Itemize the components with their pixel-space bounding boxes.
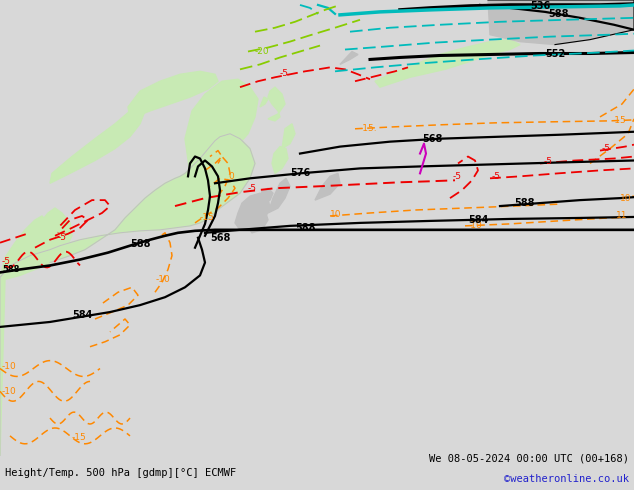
Text: Height/Temp. 500 hPa [gdmp][°C] ECMWF: Height/Temp. 500 hPa [gdmp][°C] ECMWF (5, 468, 236, 478)
Polygon shape (235, 193, 270, 230)
Polygon shape (260, 97, 268, 107)
Polygon shape (315, 173, 340, 200)
Text: 584: 584 (72, 310, 93, 320)
Text: 0: 0 (228, 172, 234, 181)
Polygon shape (268, 178, 290, 213)
Text: 576: 576 (290, 169, 310, 178)
Polygon shape (128, 72, 218, 119)
Text: 588: 588 (514, 198, 534, 208)
Text: -5: -5 (602, 144, 611, 153)
Text: 588: 588 (2, 265, 20, 274)
Text: -15.: -15. (360, 124, 378, 133)
Text: -10: -10 (156, 275, 171, 284)
Polygon shape (0, 216, 50, 277)
Polygon shape (340, 51, 358, 64)
Text: 552: 552 (545, 49, 566, 59)
Polygon shape (246, 206, 268, 233)
Polygon shape (272, 147, 288, 173)
Text: 568: 568 (210, 233, 230, 243)
Text: -5: -5 (453, 172, 462, 181)
Polygon shape (28, 208, 72, 270)
Text: -10: -10 (2, 387, 16, 396)
Text: -5: -5 (280, 69, 289, 78)
Text: 588: 588 (548, 9, 569, 19)
Text: -20: -20 (255, 47, 269, 56)
Polygon shape (260, 188, 273, 203)
Polygon shape (0, 134, 255, 456)
Text: -5: -5 (248, 184, 257, 193)
Text: 10: 10 (330, 211, 342, 220)
Text: We 08-05-2024 00:00 UTC (00+168): We 08-05-2024 00:00 UTC (00+168) (429, 453, 629, 463)
Text: -15: -15 (72, 433, 87, 442)
Text: 11: 11 (616, 212, 628, 220)
Polygon shape (282, 124, 295, 148)
Text: 568: 568 (422, 134, 443, 144)
Polygon shape (185, 79, 258, 173)
Text: -5: -5 (492, 172, 501, 181)
Text: -5: -5 (58, 233, 67, 242)
Polygon shape (488, 0, 634, 45)
Text: ©weatheronline.co.uk: ©weatheronline.co.uk (504, 474, 629, 484)
Polygon shape (375, 40, 520, 87)
Text: -15: -15 (200, 214, 215, 222)
Polygon shape (268, 87, 285, 121)
Text: 588: 588 (295, 223, 316, 233)
Text: 536: 536 (530, 1, 550, 11)
Text: 588: 588 (130, 239, 150, 249)
Text: -5: -5 (544, 157, 553, 166)
Text: 10: 10 (620, 194, 631, 203)
Text: 584: 584 (468, 215, 488, 225)
Text: -10: -10 (2, 362, 16, 371)
Text: -10: -10 (468, 221, 482, 230)
Text: -15: -15 (612, 116, 627, 125)
Text: -5: -5 (2, 257, 11, 266)
Polygon shape (50, 107, 145, 183)
